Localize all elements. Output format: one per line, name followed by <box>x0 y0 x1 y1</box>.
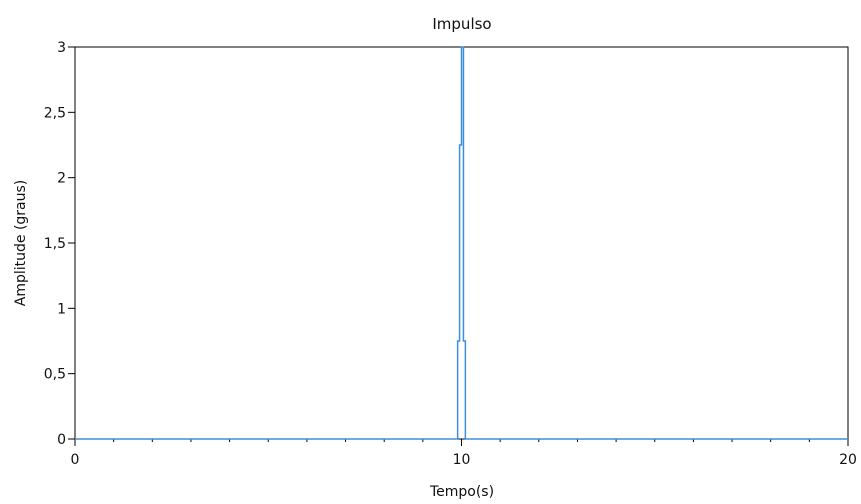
y-tick-label: 0,5 <box>44 367 66 383</box>
plot-layer: 0 10 20 0 0,5 1 1,5 2 2,5 3 <box>44 40 857 468</box>
x-tick-label: 0 <box>71 452 80 468</box>
y-tick-label: 1,5 <box>44 236 66 252</box>
chart-title: Impulso <box>432 15 491 33</box>
y-tick-label: 2 <box>57 171 66 187</box>
x-tick-label: 10 <box>453 452 471 468</box>
y-tick-label: 3 <box>57 40 66 56</box>
series-line <box>75 46 848 440</box>
y-axis-label: Amplitude (graus) <box>13 180 29 307</box>
x-tick-label: 20 <box>839 452 857 468</box>
y-tick-label: 1 <box>57 301 66 317</box>
y-tick-label: 0 <box>57 432 66 448</box>
y-tick-label: 2,5 <box>44 105 66 121</box>
x-axis-label: Tempo(s) <box>429 484 494 500</box>
